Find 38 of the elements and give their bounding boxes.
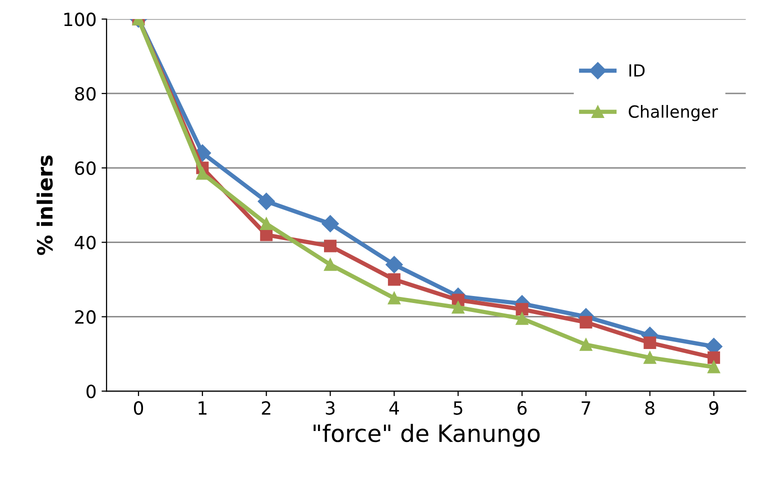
x-tick-label: 8 (645, 401, 654, 415)
point (324, 240, 337, 252)
x-tick-label: 4 (389, 401, 399, 415)
point (388, 273, 400, 286)
y-tick-label: 100 (64, 12, 96, 26)
point (258, 192, 275, 210)
y-tick-label: 40 (74, 236, 96, 250)
x-tick-label: 9 (709, 401, 718, 415)
x-tick-label: 2 (262, 401, 270, 415)
point (516, 312, 528, 325)
legend-label: ID (629, 64, 645, 77)
point (452, 301, 464, 314)
x-tick-label: 7 (582, 401, 590, 415)
x-axis-title: "force" de Kanungo (314, 424, 540, 447)
legend-label: Challenger (628, 104, 718, 122)
point (322, 215, 339, 232)
x-tick-label: 6 (518, 401, 527, 415)
point (708, 360, 720, 374)
point (388, 292, 400, 304)
point (708, 351, 720, 364)
point (644, 336, 656, 350)
y-tick-label: 60 (75, 161, 96, 176)
y-tick-label: 20 (75, 310, 96, 324)
y-tick-label: 80 (75, 86, 96, 101)
y-axis-title: % inliers (36, 156, 53, 256)
x-tick-label: 1 (198, 401, 207, 415)
y-tick-label: 0 (86, 384, 96, 398)
point (324, 258, 337, 271)
point (580, 316, 592, 329)
x-tick-label: 0 (134, 401, 144, 415)
point (260, 217, 273, 230)
point (196, 167, 209, 180)
x-tick-label: 5 (454, 401, 462, 415)
point (580, 338, 592, 351)
point (516, 303, 528, 316)
point (644, 351, 656, 364)
point (386, 256, 403, 274)
x-tick-label: 3 (326, 401, 335, 415)
